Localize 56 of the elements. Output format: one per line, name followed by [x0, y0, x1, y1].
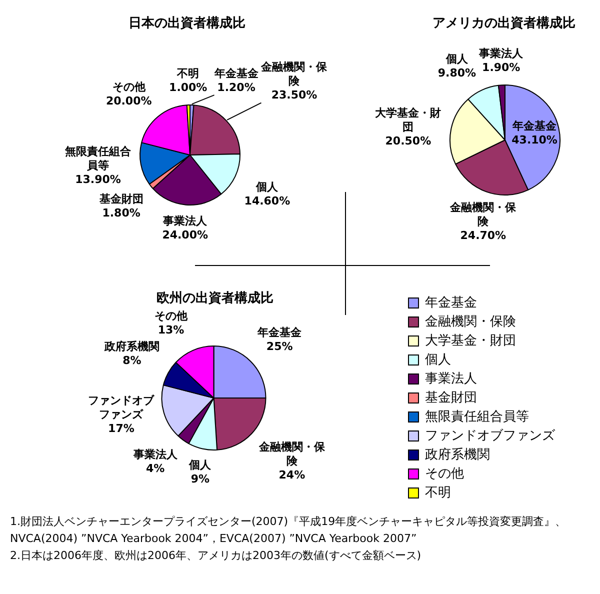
legend-label: 無限責任組合員等: [425, 409, 529, 424]
slice-label: 無限責任組合員等: [64, 144, 132, 172]
data-label: 25%: [266, 340, 293, 354]
data-label: 20.00%: [106, 94, 152, 108]
data-label: 24%: [278, 468, 306, 482]
slice-label: 個人: [444, 52, 469, 66]
slice-label: 基金財団: [98, 192, 144, 206]
data-label: 13%: [158, 323, 184, 336]
slice-label: その他: [154, 309, 189, 322]
chart-title: アメリカの出資者構成比: [432, 15, 576, 32]
data-label: 1.90%: [482, 60, 520, 74]
slice-label: 年金基金: [256, 326, 303, 340]
slice-label: 事業法人: [478, 46, 524, 60]
slice-label: ファンドオブファンズ: [88, 394, 156, 422]
legend-label: 不明: [425, 485, 451, 500]
slice-label: 金融機関・保険: [449, 201, 518, 228]
slice-label: 大学基金・財団: [375, 106, 442, 134]
text: 1.財団法人ベンチャーエンタープライズセンター(2007)『平成19年度ベンチャーキャピタル等投資変更調査』、NVCA(2004) ”NVCA Yearbook 2004”，EVCA(2007) ”NVCA Yearbook 2007”: [10, 514, 568, 547]
data-label: 17%: [108, 422, 134, 436]
data-label: 43.10%: [512, 133, 558, 146]
chart-title: 日本の出資者構成比: [128, 15, 246, 32]
data-label: 4%: [146, 462, 165, 476]
legend-label: ファンドオブファンズ: [425, 428, 556, 444]
slice-label: 年金基金: [213, 66, 260, 80]
legend-label: 金融機関・保険: [425, 314, 516, 330]
slice-label: 金融機関・保険: [258, 440, 326, 468]
text: 2.日本は2006年度、欧州は2006年、アメリカは2003年の数値(すべて金額ベース): [10, 548, 422, 564]
data-label: 9%: [190, 472, 210, 486]
data-label: 20.50%: [385, 134, 432, 148]
slice-label: 金融機関・保険: [260, 60, 328, 88]
data-label: 24.70%: [460, 229, 506, 242]
legend-label: その他: [425, 466, 464, 482]
data-label: 8%: [122, 354, 142, 367]
slice-label: 政府系機関: [103, 340, 160, 353]
legend-label: 年金基金: [425, 295, 477, 310]
legend-label: 大学基金・財団: [425, 333, 516, 348]
slice-label: その他: [112, 80, 146, 94]
data-label: 24.00%: [162, 228, 208, 242]
legend-label: 基金財団: [425, 390, 477, 406]
data-label: 1.20%: [217, 80, 256, 94]
slice-label: 不明: [176, 66, 200, 80]
data-label: 1.00%: [169, 80, 208, 94]
data-label: 1.80%: [102, 206, 140, 220]
chart-title: 欧州の出資者構成比: [156, 290, 274, 307]
slice-label: 年金基金: [512, 119, 558, 132]
data-label: 13.90%: [75, 172, 121, 186]
slice-label: 個人: [188, 458, 212, 472]
legend-label: 政府系機関: [425, 446, 490, 462]
data-label: 23.50%: [271, 88, 318, 102]
slice-label: 個人: [255, 180, 280, 194]
data-label: 14.60%: [244, 194, 290, 208]
legend-label: 事業法人: [425, 371, 477, 386]
slice-label: 事業法人: [162, 214, 208, 228]
legend-label: 個人: [425, 352, 451, 368]
slice-label: 事業法人: [132, 448, 178, 462]
data-label: 9.80%: [438, 66, 476, 80]
